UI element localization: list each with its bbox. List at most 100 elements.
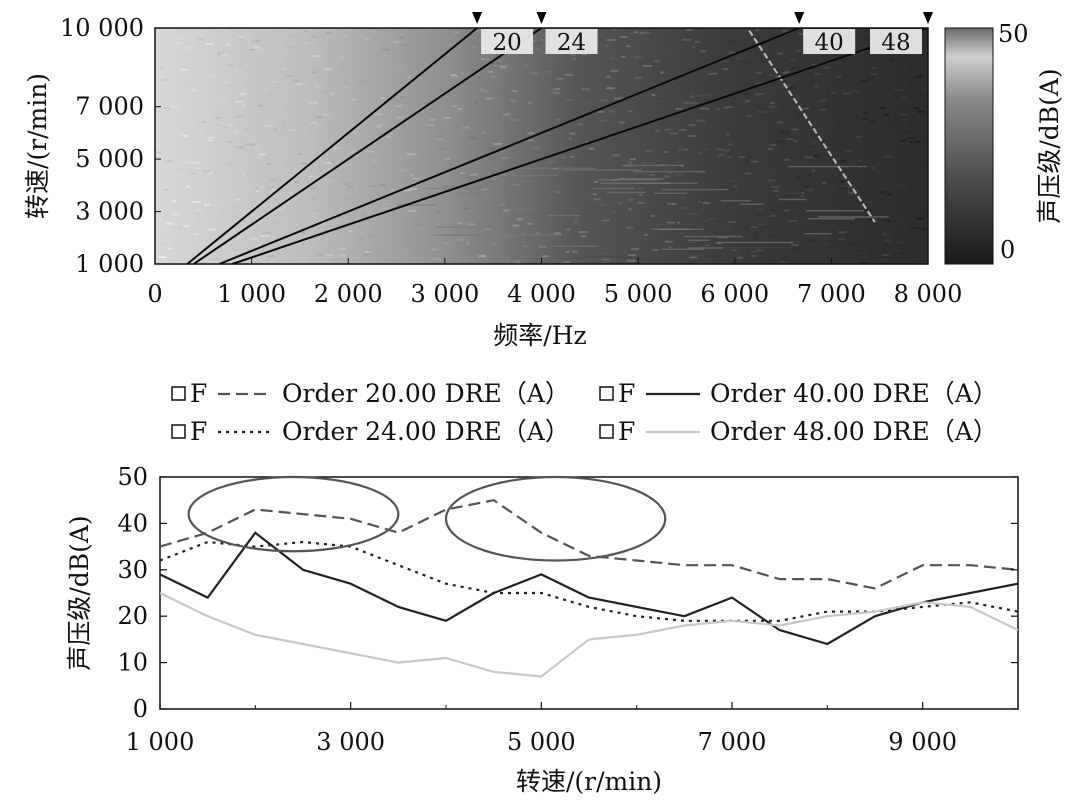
heatmap-streak — [397, 204, 436, 206]
heatmap-cell — [805, 123, 814, 126]
heatmap-cell — [734, 185, 738, 188]
heatmap-cell — [255, 187, 259, 190]
order-label-box-20 — [481, 29, 534, 54]
heatmap-cell — [380, 97, 387, 99]
heatmap-cell — [532, 35, 537, 37]
heatmap-cell — [368, 227, 374, 230]
heatmap-cell — [574, 218, 580, 221]
heatmap-cell — [373, 244, 379, 247]
heatmap-cell — [286, 192, 294, 194]
heatmap-cell — [498, 65, 507, 68]
heatmap-cell — [155, 200, 160, 203]
heatmap-cell — [403, 44, 411, 47]
line-plot-frame — [159, 476, 1019, 710]
heatmap-x-tick-label: 6 000 — [700, 280, 769, 308]
heatmap-cell — [704, 93, 712, 96]
heatmap-cell — [223, 81, 231, 84]
heatmap-cell — [791, 66, 800, 69]
heatmap-cell — [899, 118, 907, 121]
heatmap-resonance-line — [748, 30, 876, 223]
heatmap-cell — [167, 247, 173, 250]
heatmap-cell — [199, 119, 204, 122]
heatmap-cell — [837, 231, 847, 234]
heatmap-cell — [541, 195, 546, 197]
heatmap-cell — [584, 231, 589, 234]
heatmap-cell — [166, 222, 174, 225]
order-marker-40 — [794, 12, 805, 24]
heatmap-cell — [683, 101, 690, 104]
heatmap-cell — [690, 91, 698, 94]
heatmap-cell — [516, 262, 521, 264]
heatmap-cell — [689, 95, 695, 98]
heatmap-cell — [265, 124, 275, 127]
heatmap-cell — [766, 179, 775, 182]
heatmap-cell — [843, 238, 850, 241]
heatmap-cell — [791, 128, 799, 131]
heatmap-cell — [443, 116, 452, 119]
heatmap-cell — [326, 31, 332, 34]
heatmap-cell — [253, 147, 260, 150]
heatmap-y-tick-label: 7 000 — [75, 93, 144, 121]
heatmap-cell — [379, 184, 387, 187]
heatmap-cell — [298, 153, 302, 156]
heatmap-cell — [782, 30, 789, 33]
heatmap-cell — [769, 93, 775, 96]
heatmap-cell — [258, 104, 263, 107]
heatmap-cell — [367, 187, 371, 190]
heatmap-cell — [377, 123, 385, 126]
heatmap-cell — [442, 242, 450, 245]
heatmap-cell — [800, 192, 805, 195]
heatmap-cell — [277, 202, 284, 205]
heatmap-cell — [503, 113, 511, 116]
order-label-48: 48 — [881, 30, 910, 56]
heatmap-cell — [744, 172, 752, 175]
line-y-tick-label: 40 — [117, 509, 148, 537]
heatmap-cell — [185, 46, 191, 49]
line-chart: F Order 20.00 DRE（A） F Order 40.00 DRE（A） F O… — [65, 379, 1019, 796]
heatmap-cell — [308, 85, 314, 88]
heatmap-cell — [704, 219, 708, 222]
heatmap-cell — [565, 99, 573, 102]
heatmap-cell — [727, 143, 733, 146]
heatmap-cell — [301, 162, 307, 165]
heatmap-cell — [726, 133, 731, 136]
heatmap-cell — [560, 177, 568, 180]
heatmap-cell — [814, 72, 821, 75]
heatmap-cell — [862, 216, 870, 219]
heatmap-cell — [688, 212, 698, 215]
heatmap-cell — [839, 159, 846, 162]
heatmap-streak — [637, 182, 698, 184]
legend-box-icon — [171, 386, 186, 401]
heatmap-cell — [555, 87, 560, 90]
heatmap-streak — [436, 226, 508, 228]
heatmap-streak — [805, 210, 864, 212]
heatmap-cell — [451, 105, 457, 108]
heatmap-streak — [430, 234, 484, 236]
heatmap-streak — [490, 174, 558, 177]
heatmap-cell — [238, 92, 246, 95]
heatmap-cell — [730, 249, 738, 252]
heatmap-cell — [418, 205, 427, 208]
heatmap-cell — [438, 147, 447, 150]
heatmap-cell — [331, 92, 335, 95]
heatmap-cell — [762, 150, 770, 153]
heatmap-cell — [897, 185, 906, 188]
heatmap-streak — [517, 167, 596, 170]
heatmap-cell — [190, 172, 197, 175]
heatmap-cell — [344, 85, 352, 88]
heatmap-cell — [644, 221, 653, 224]
heatmap-cell — [244, 128, 248, 131]
heatmap-order-lines — [186, 28, 928, 264]
line-x-axis-label: 转速/(r/min) — [516, 767, 662, 796]
heatmap-cell — [527, 222, 534, 225]
heatmap-cell — [175, 42, 183, 45]
heatmap-cell — [382, 207, 392, 210]
heatmap-streak — [523, 234, 564, 236]
heatmap-streak — [804, 233, 832, 235]
heatmap-cell — [626, 226, 634, 229]
order-marker-20 — [472, 12, 483, 24]
heatmap-cell — [663, 85, 668, 88]
heatmap-cell — [634, 76, 643, 79]
heatmap-cell — [282, 222, 289, 224]
heatmap-cell — [778, 242, 783, 245]
